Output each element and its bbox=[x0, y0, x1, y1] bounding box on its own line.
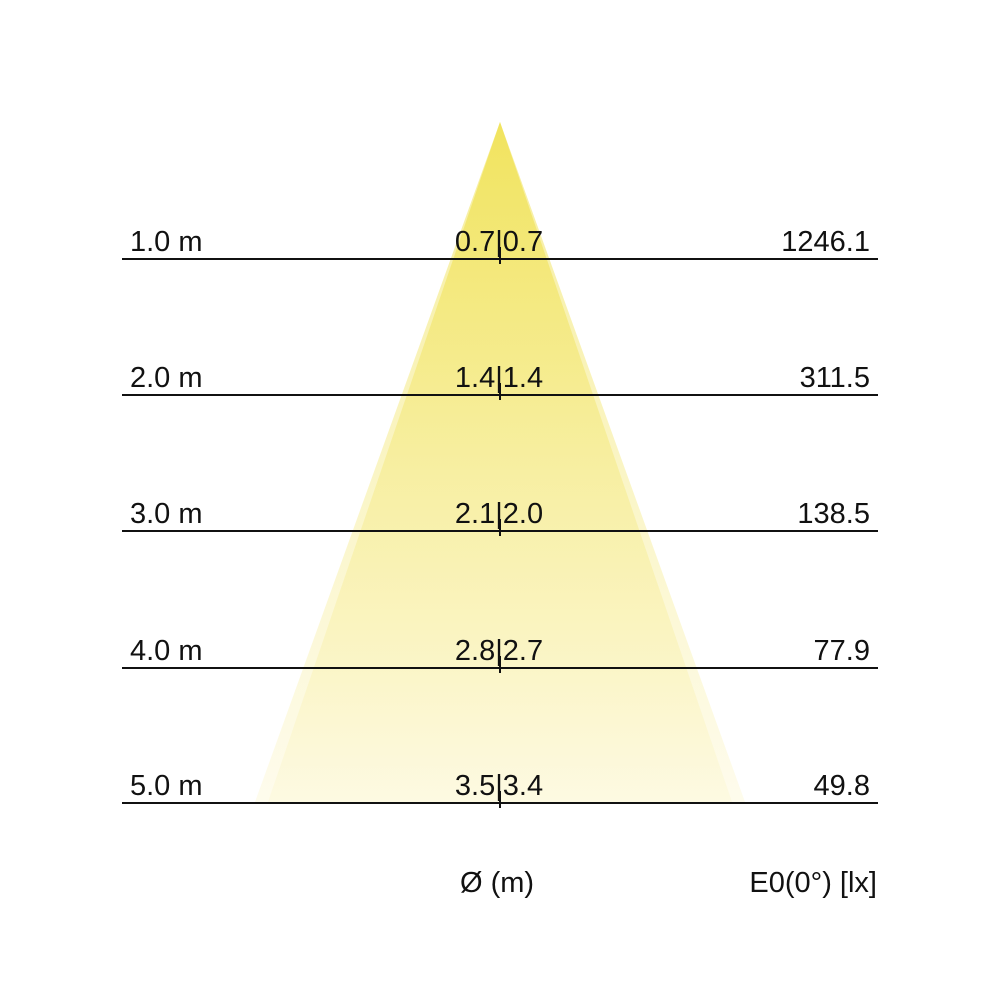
illuminance-value: 49.8 bbox=[814, 770, 870, 802]
diameter-value: 0.7|0.7 bbox=[455, 226, 543, 258]
distance-label: 1.0 m bbox=[130, 226, 203, 258]
illuminance-value: 311.5 bbox=[800, 362, 870, 394]
illuminance-value: 1246.1 bbox=[781, 226, 870, 258]
diameter-column-label: Ø (m) bbox=[460, 867, 534, 899]
diameter-value: 2.8|2.7 bbox=[455, 635, 543, 667]
distance-row: 5.0 m 3.5|3.4 49.8 bbox=[122, 770, 878, 808]
distance-label: 5.0 m bbox=[130, 770, 203, 802]
illuminance-column-label: E0(0°) [lx] bbox=[749, 867, 877, 899]
diameter-value: 1.4|1.4 bbox=[455, 362, 543, 394]
distance-row: 2.0 m 1.4|1.4 311.5 bbox=[122, 362, 878, 400]
distance-label: 3.0 m bbox=[130, 498, 203, 530]
diameter-value: 2.1|2.0 bbox=[455, 498, 543, 530]
diameter-value: 3.5|3.4 bbox=[455, 770, 543, 802]
distance-row: 3.0 m 2.1|2.0 138.5 bbox=[122, 498, 878, 536]
beam-cone-inner bbox=[268, 122, 732, 802]
distance-row: 4.0 m 2.8|2.7 77.9 bbox=[122, 635, 878, 673]
illuminance-value: 77.9 bbox=[814, 635, 870, 667]
distance-label: 2.0 m bbox=[130, 362, 203, 394]
illuminance-value: 138.5 bbox=[797, 498, 870, 530]
distance-row: 1.0 m 0.7|0.7 1246.1 bbox=[122, 226, 878, 264]
distance-label: 4.0 m bbox=[130, 635, 203, 667]
